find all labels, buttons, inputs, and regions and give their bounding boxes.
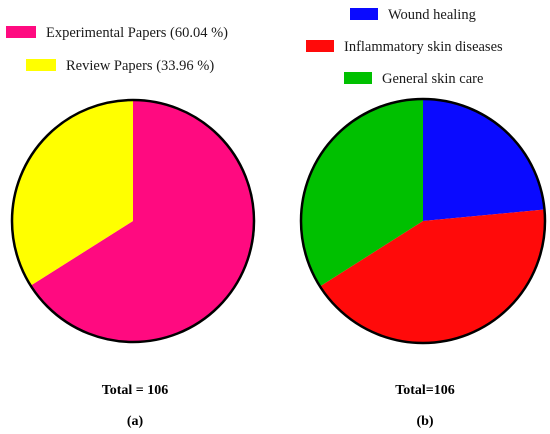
- legend-swatch-review: [26, 59, 56, 71]
- pie-slice-experimental: [30, 100, 254, 342]
- pie-slices-a: [11, 100, 254, 342]
- panel-label-b: (b): [416, 414, 433, 429]
- legend-swatch-wound-healing: [350, 8, 378, 20]
- legend-swatch-general-skin-care: [344, 72, 372, 84]
- pie-slices-b: [300, 99, 546, 344]
- pie-outline-b: [299, 97, 547, 345]
- legend-label-experimental: Experimental Papers (60.04 %): [46, 25, 228, 41]
- pie-chart-a: Experimental Papers (60.04 %) Review Pap…: [6, 25, 256, 429]
- legend-b: Wound healing Inflammatory skin diseases…: [306, 7, 503, 87]
- legend-swatch-experimental: [6, 26, 36, 38]
- legend-label-inflammatory: Inflammatory skin diseases: [344, 39, 503, 55]
- pie-chart-b: Wound healing Inflammatory skin diseases…: [299, 7, 547, 429]
- panel-label-a: (a): [127, 414, 144, 429]
- total-label-a: Total = 106: [102, 383, 169, 398]
- legend-label-wound-healing: Wound healing: [388, 7, 476, 23]
- pie-slice-general-skin-care: [300, 99, 423, 287]
- pie-slice-wound-healing: [423, 99, 545, 221]
- pie-slice-inflammatory: [319, 209, 546, 344]
- legend-swatch-inflammatory: [306, 40, 334, 52]
- total-label-b: Total=106: [395, 383, 455, 398]
- legend-label-review: Review Papers (33.96 %): [66, 58, 214, 74]
- legend-a: Experimental Papers (60.04 %) Review Pap…: [6, 25, 228, 74]
- legend-label-general-skin-care: General skin care: [382, 71, 483, 87]
- pie-slice-review: [11, 100, 133, 286]
- pie-outline-a: [10, 98, 256, 344]
